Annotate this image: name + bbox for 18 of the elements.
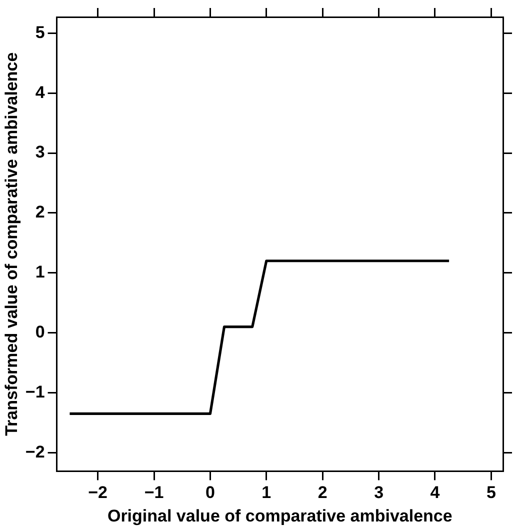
y-tick-label: 5 xyxy=(35,22,45,42)
x-axis-title: Original value of comparative ambivalence xyxy=(107,506,452,526)
x-tick-label: −2 xyxy=(88,483,108,502)
y-tick-label: 1 xyxy=(35,262,45,282)
x-tick-label: −1 xyxy=(144,483,164,502)
y-tick-label: 3 xyxy=(35,142,45,162)
y-tick-label: −1 xyxy=(25,382,45,402)
y-tick-label: 4 xyxy=(35,82,46,102)
y-tick-label: −2 xyxy=(25,442,45,462)
x-tick-label: 3 xyxy=(374,483,384,502)
y-axis-title: Transformed value of comparative ambivalence xyxy=(2,52,21,436)
x-tick-label: 2 xyxy=(318,483,328,502)
x-tick-label: 1 xyxy=(262,483,272,502)
x-tick-label: 4 xyxy=(430,483,440,502)
x-tick-label: 5 xyxy=(486,483,496,502)
y-tick-label: 0 xyxy=(35,322,45,342)
y-tick-label: 2 xyxy=(35,202,45,222)
x-tick-label: 0 xyxy=(205,483,215,502)
